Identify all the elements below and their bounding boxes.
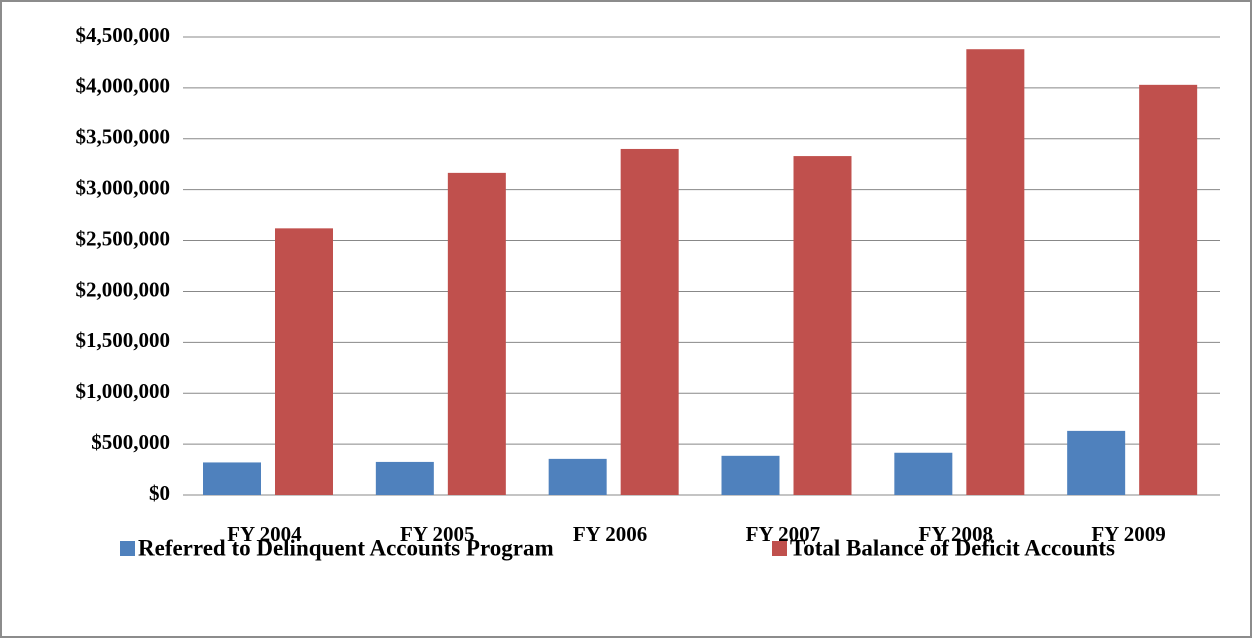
legend-swatch bbox=[772, 541, 787, 556]
bar bbox=[793, 156, 852, 495]
y-tick-label: $4,500,000 bbox=[76, 23, 171, 47]
y-tick-label: $3,000,000 bbox=[76, 175, 171, 199]
bar bbox=[203, 462, 261, 495]
x-tick-label: FY 2004 bbox=[227, 522, 302, 546]
y-tick-label: $0 bbox=[149, 481, 170, 505]
bar bbox=[1067, 430, 1126, 495]
y-tick-label: $4,000,000 bbox=[76, 74, 171, 98]
legend-swatch bbox=[120, 541, 135, 556]
y-tick-label: $500,000 bbox=[91, 430, 170, 454]
bar bbox=[894, 452, 953, 495]
x-tick-label: FY 2006 bbox=[573, 522, 647, 546]
bar bbox=[447, 172, 506, 495]
y-tick-label: $3,500,000 bbox=[76, 125, 171, 149]
x-tick-label: FY 2009 bbox=[1091, 522, 1165, 546]
bar bbox=[1139, 84, 1198, 495]
bar bbox=[548, 458, 607, 495]
bar bbox=[966, 49, 1025, 496]
bar bbox=[275, 228, 333, 495]
y-tick-label: $2,500,000 bbox=[76, 226, 171, 250]
bar bbox=[375, 461, 434, 495]
bar bbox=[721, 455, 780, 495]
y-tick-label: $1,000,000 bbox=[76, 379, 171, 403]
x-tick-label: FY 2005 bbox=[400, 522, 474, 546]
y-tick-label: $1,500,000 bbox=[76, 328, 171, 352]
bar bbox=[620, 148, 679, 495]
legend-label: Total Balance of Deficit Accounts bbox=[790, 535, 1115, 560]
x-tick-label: FY 2008 bbox=[919, 522, 993, 546]
y-tick-label: $2,000,000 bbox=[76, 277, 171, 301]
legend-label: Referred to Delinquent Accounts Program bbox=[138, 535, 554, 560]
